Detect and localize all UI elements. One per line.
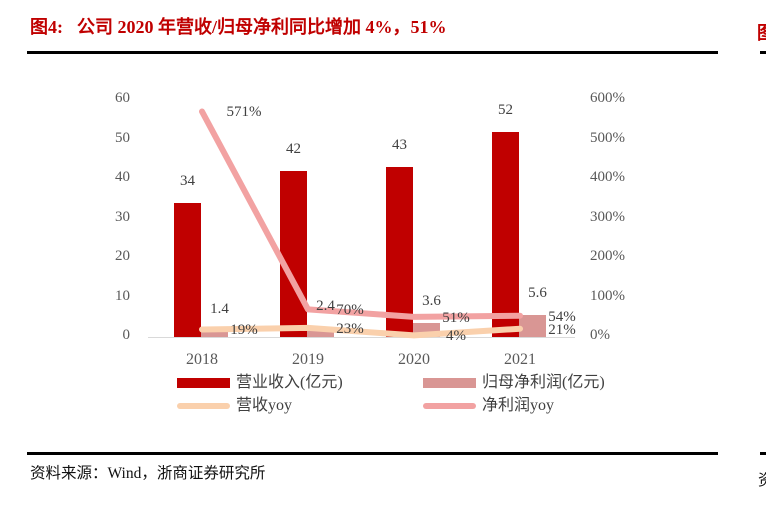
revenue-bar-label-2021: 52 bbox=[498, 101, 513, 118]
right-axis-tick-600pct: 600% bbox=[590, 90, 625, 106]
profit-bar-label-2021: 5.6 bbox=[528, 284, 547, 301]
left-axis-tick-60: 60 bbox=[115, 90, 130, 106]
legend-label-revenue-bar: 营业收入(亿元) bbox=[236, 374, 343, 391]
left-axis-tick-20: 20 bbox=[115, 248, 130, 264]
right-axis-tick-200pct: 200% bbox=[590, 248, 625, 264]
profit-yoy-line-label-2020: 51% bbox=[442, 309, 470, 326]
left-axis-tick-0: 0 bbox=[122, 327, 131, 343]
right-axis-tick-400pct: 400% bbox=[590, 169, 625, 185]
legend-label-profit-bar: 归母净利润(亿元) bbox=[482, 374, 605, 391]
legend-bar-swatch-profit-bar bbox=[423, 378, 476, 388]
left-axis-tick-40: 40 bbox=[115, 169, 130, 185]
x-axis-label-2019: 2019 bbox=[292, 351, 324, 368]
legend-line-swatch-profit-yoy-line bbox=[423, 403, 476, 409]
revenue-yoy-line-label-2018: 19% bbox=[230, 322, 258, 339]
right-axis-tick-100pct: 100% bbox=[590, 287, 625, 304]
legend-item-profit-bar: 归母净利润(亿元) bbox=[423, 374, 605, 392]
revenue-bar-label-2018: 34 bbox=[180, 172, 195, 189]
figure-title-text: 公司 2020 年营收/归母净利同比增加 4%，51% bbox=[77, 17, 447, 37]
right-axis-tick-300pct: 300% bbox=[590, 208, 625, 225]
profit-bar-label-2019: 2.4 bbox=[316, 297, 335, 314]
revenue-bar-2018 bbox=[174, 202, 201, 337]
left-axis-tick-10: 10 bbox=[115, 287, 130, 304]
revenue-bar-label-2020: 43 bbox=[392, 137, 407, 154]
figure-title: 图4: 公司 2020 年营收/归母净利同比增加 4%，51% bbox=[30, 15, 447, 39]
legend-bar-swatch-revenue-bar bbox=[177, 378, 230, 388]
x-axis-label-2021: 2021 bbox=[504, 351, 536, 368]
legend-line-swatch-revenue-yoy-line bbox=[177, 403, 230, 409]
source-line: 资料来源：Wind，浙商证券研究所 bbox=[30, 465, 266, 482]
revenue-yoy-line-label-2021: 21% bbox=[548, 321, 576, 338]
profit-bar-2021 bbox=[519, 314, 546, 337]
adjacent-top-rule-fragment bbox=[760, 51, 766, 54]
figure-number: 图4: bbox=[30, 17, 63, 37]
legend-label-revenue-yoy-line: 营收yoy bbox=[236, 397, 293, 414]
adjacent-figure-title-fragment: 图 bbox=[757, 19, 766, 45]
profit-bar-label-2018: 1.4 bbox=[210, 301, 229, 318]
right-axis-tick-500pct: 500% bbox=[590, 129, 625, 146]
revenue-bar-label-2019: 42 bbox=[286, 141, 301, 158]
revenue-yoy-line-label-2020: 4% bbox=[446, 328, 466, 345]
legend-label-profit-yoy-line: 净利润yoy bbox=[482, 397, 555, 414]
profit-yoy-line-label-2018: 571% bbox=[226, 104, 262, 121]
profit-yoy-line-label-2019: 70% bbox=[336, 302, 364, 319]
legend-item-revenue-bar: 营业收入(亿元) bbox=[177, 374, 343, 392]
profit-yoy-line-label-2021: 54% bbox=[548, 308, 576, 325]
adjacent-bottom-rule-fragment bbox=[760, 452, 766, 455]
left-axis-tick-30: 30 bbox=[115, 208, 130, 225]
right-axis-tick-0pct: 0% bbox=[590, 327, 610, 343]
revenue-yoy-line-label-2019: 23% bbox=[336, 320, 364, 337]
adjacent-source-fragment: 资 bbox=[758, 472, 766, 489]
x-axis-label-2020: 2020 bbox=[398, 351, 430, 368]
legend-item-revenue-yoy-line: 营收yoy bbox=[177, 397, 292, 415]
bottom-rule bbox=[27, 452, 718, 455]
left-axis-tick-50: 50 bbox=[115, 129, 130, 146]
legend-item-profit-yoy-line: 净利润yoy bbox=[423, 397, 554, 415]
top-rule bbox=[27, 51, 718, 54]
x-axis-label-2018: 2018 bbox=[186, 351, 218, 368]
profit-bar-label-2020: 3.6 bbox=[422, 292, 441, 309]
